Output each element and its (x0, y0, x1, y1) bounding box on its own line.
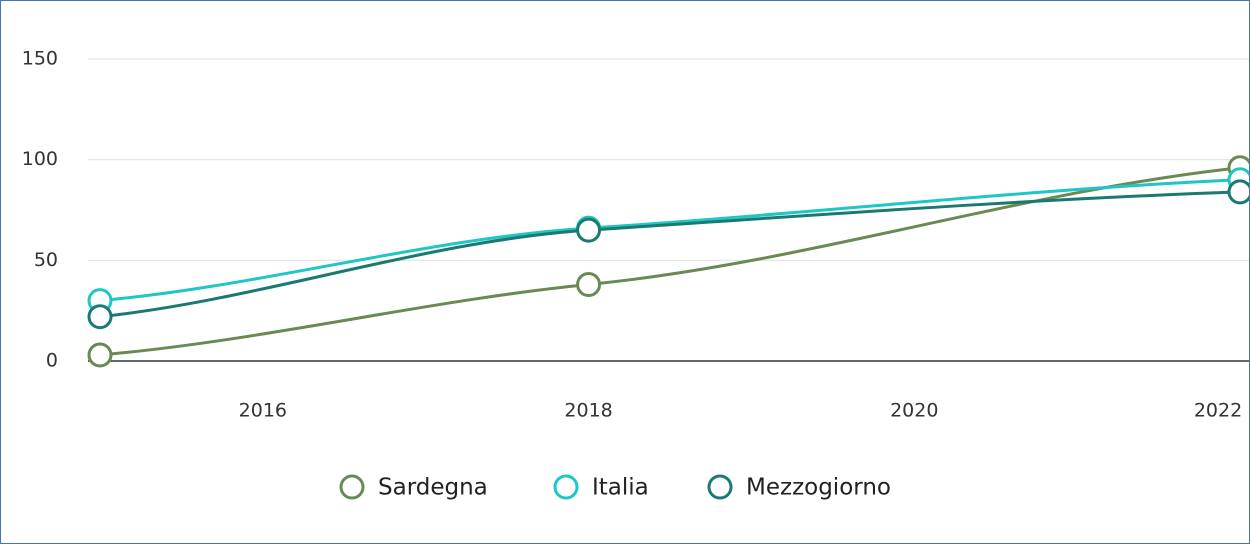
y-tick-label: 150 (22, 48, 58, 70)
legend-marker (339, 474, 365, 500)
legend-marker (707, 474, 733, 500)
data-point (576, 271, 602, 297)
legend-label: Mezzogiorno (746, 475, 891, 501)
series-line (99, 178, 1241, 303)
data-point (87, 342, 113, 368)
y-tick-label: 0 (46, 350, 58, 372)
data-point (87, 304, 113, 330)
data-point (1227, 179, 1249, 205)
data-point (576, 217, 602, 243)
legend-item: Mezzogiorno (707, 474, 891, 501)
x-tick-label: 2020 (890, 400, 938, 422)
plot-area: 0 50 100 150 2016 2018 2020 2022 (22, 48, 1249, 422)
y-tick-label: 50 (34, 249, 58, 271)
y-tick-label: 100 (22, 148, 58, 170)
series-line (99, 190, 1241, 319)
legend-item: Sardegna (339, 474, 488, 501)
x-tick-label: 2016 (239, 400, 287, 422)
x-tick-label: 2022 (1194, 400, 1242, 422)
x-tick-label: 2018 (564, 400, 612, 422)
legend-label: Sardegna (378, 475, 488, 501)
legend-item: Italia (553, 474, 649, 501)
series-line (99, 166, 1241, 357)
legend-marker (553, 474, 579, 500)
legend-label: Italia (592, 475, 649, 501)
